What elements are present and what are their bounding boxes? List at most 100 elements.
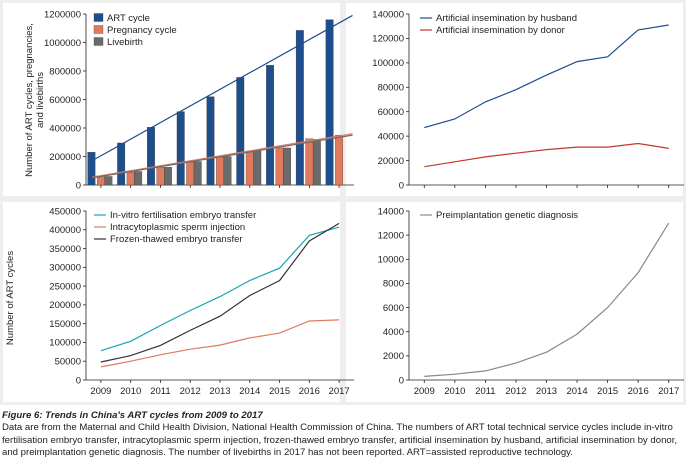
legend-label: Intracytoplasmic sperm injection: [110, 222, 245, 233]
panel-c-background: [3, 202, 340, 402]
y-tick-label: 12000: [378, 230, 404, 241]
bar-art-cycle: [295, 30, 304, 186]
bar-livebirth: [253, 150, 262, 186]
y-tick-label: 140000: [372, 9, 404, 20]
bar-art-cycle: [147, 127, 155, 186]
y-tick-label: 200000: [49, 152, 81, 163]
trendline-livebirth: [91, 134, 353, 179]
bar-pregnancy-cycle: [305, 138, 314, 186]
y-tick-label: 600000: [49, 95, 81, 106]
y-tick-label: 100000: [372, 58, 404, 69]
bar-pregnancy-cycle: [245, 151, 254, 186]
charts-canvas: 020000040000060000080000010000001200000N…: [3, 3, 684, 402]
bar-art-cycle: [236, 77, 245, 186]
x-tick-label: 2010: [444, 386, 465, 397]
legend-swatch: [93, 37, 104, 46]
y-tick-label: 14000: [378, 206, 404, 217]
x-tick-label: 2014: [566, 386, 587, 397]
y-tick-label: 450000: [49, 206, 81, 217]
legend-label: In-vitro fertilisation embryo transfer: [110, 210, 256, 221]
x-tick-label: 2015: [269, 386, 290, 397]
panel-d-background: [346, 202, 683, 402]
bar-livebirth: [312, 139, 321, 186]
y-tick-label: 60000: [378, 107, 404, 118]
art-cycles-bar-chart: 0 200000 400000 600000 800000 1000000 1200000 N…: [24, 9, 354, 191]
legend-swatch: [93, 13, 104, 22]
bar-art-cycle: [176, 111, 185, 186]
series-line-intracytoplasmic-sperm-injection: [100, 319, 340, 368]
panel-b-background: [346, 3, 683, 196]
bar-art-cycle: [266, 65, 274, 186]
caption-title: Figure 6: Trends in China's ART cycles f…: [2, 410, 263, 421]
y-tick-label: 1200000: [44, 9, 81, 20]
y-tick-label: 0: [399, 375, 404, 386]
bar-art-cycle: [206, 96, 215, 186]
ivf-icsi-fet-line-chart: 0 50000 100000 150000 200000 250000 300000 3500…: [5, 206, 354, 397]
x-tick-label: 2009: [90, 386, 111, 397]
y-tick-label: 150000: [49, 319, 81, 330]
x-tick-label: 2012: [505, 386, 526, 397]
x-tick-label: 2011: [475, 386, 495, 397]
bar-livebirth: [223, 156, 232, 186]
x-tick-label: 2013: [209, 386, 230, 397]
figure-caption: Figure 6: Trends in China's ART cycles f…: [2, 410, 682, 460]
y-tick-label: 0: [399, 180, 404, 191]
y-axis-title: Number of ART cycles: [5, 251, 16, 345]
series-line-frozen-thawed-embryo-transfer: [100, 222, 340, 363]
y-tick-label: 1000000: [44, 38, 81, 49]
x-tick-label: 2010: [120, 386, 141, 397]
x-tick-label: 2017: [658, 386, 679, 397]
legend-label: Pregnancy cycle: [107, 25, 177, 36]
legend-label: Livebirth: [107, 37, 143, 48]
legend-swatch: [93, 25, 104, 34]
bar-livebirth: [134, 171, 143, 186]
bar-art-cycle: [325, 19, 334, 186]
bar-pregnancy-cycle: [335, 134, 344, 186]
bar-livebirth: [193, 161, 202, 186]
legend-label: Preimplantation genetic diagnosis: [436, 210, 578, 221]
y-tick-label: 200000: [49, 300, 81, 311]
series-line-in-vitro-fertilisation-embryo-transfer: [100, 226, 340, 352]
bar-art-cycle: [87, 152, 96, 186]
y-tick-label: 300000: [49, 263, 81, 274]
y-tick-label: 120000: [372, 34, 404, 45]
pgd-line-chart: 0 2000 4000 6000 8000 10000 12000 14000 2009 2010…: [378, 206, 684, 397]
bar-pregnancy-cycle: [156, 167, 165, 186]
y-axis-title-line: Number of ART cycles, pregnancies,: [24, 23, 35, 177]
x-tick-label: 2009: [414, 386, 435, 397]
legend-label: Artificial insemination by husband: [436, 13, 577, 24]
x-tick-label: 2012: [180, 386, 201, 397]
legend-label: Artificial insemination by donor: [436, 25, 565, 36]
bar-livebirth: [104, 176, 113, 186]
y-tick-label: 40000: [378, 131, 404, 142]
y-axis-title-line: and livebirths: [35, 72, 46, 128]
y-tick-label: 4000: [383, 327, 404, 338]
y-tick-label: 100000: [49, 338, 81, 349]
y-tick-label: 20000: [378, 156, 404, 167]
y-tick-label: 2000: [383, 351, 404, 362]
artificial-insemination-line-chart: 0 20000 40000 60000 80000 100000 120000 140000 A…: [372, 9, 684, 191]
y-tick-label: 400000: [49, 123, 81, 134]
bar-livebirth: [164, 167, 172, 186]
caption-body: Data are from the Maternal and Child Hea…: [2, 422, 678, 459]
y-tick-label: 80000: [378, 83, 404, 94]
y-tick-label: 400000: [49, 225, 81, 236]
x-tick-label: 2015: [597, 386, 618, 397]
y-tick-label: 350000: [49, 244, 81, 255]
trendline-art-cycle: [91, 14, 353, 162]
y-tick-label: 6000: [383, 303, 404, 314]
x-tick-label: 2016: [299, 386, 320, 397]
bar-pregnancy-cycle: [126, 172, 135, 186]
x-tick-label: 2016: [628, 386, 649, 397]
x-tick-label: 2014: [239, 386, 260, 397]
trendline-pregnancy-cycle: [91, 133, 353, 178]
y-tick-label: 0: [76, 375, 81, 386]
bar-art-cycle: [117, 142, 126, 186]
x-tick-label: 2013: [536, 386, 557, 397]
x-tick-label: 2017: [329, 386, 350, 397]
series-line-artificial-insemination-by-donor: [424, 142, 669, 168]
y-tick-label: 10000: [378, 255, 404, 266]
y-tick-label: 50000: [55, 357, 81, 368]
y-tick-label: 8000: [383, 279, 404, 290]
y-tick-label: 800000: [49, 66, 81, 77]
